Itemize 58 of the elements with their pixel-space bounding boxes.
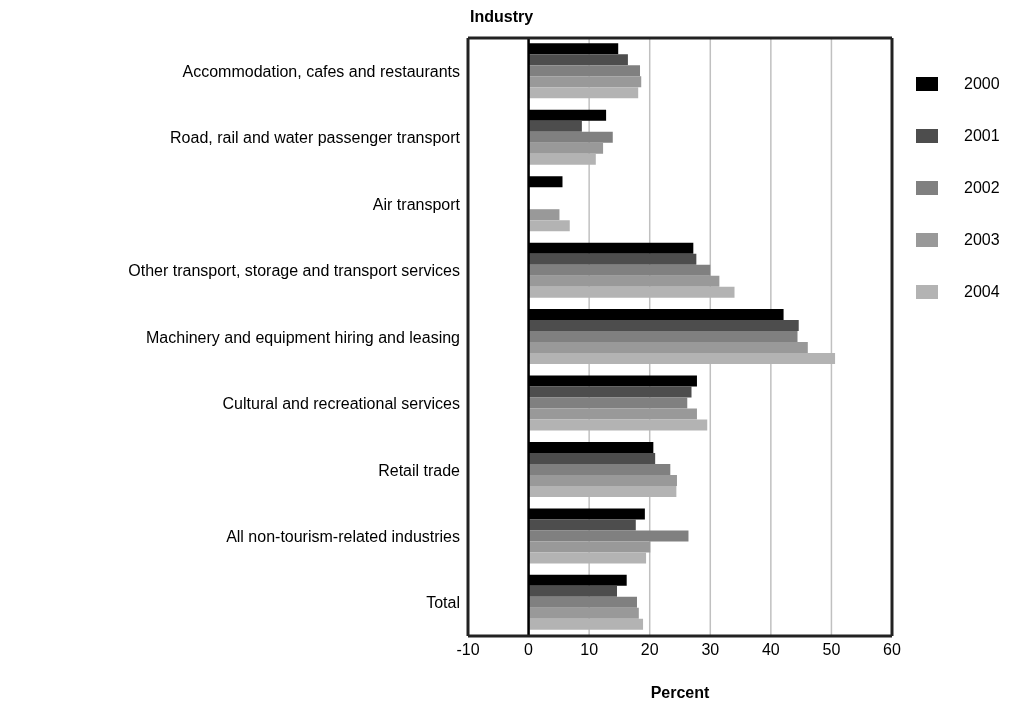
bar <box>528 386 692 398</box>
bar <box>528 65 641 77</box>
x-tick-label: 60 <box>883 641 901 659</box>
x-tick-label: 0 <box>524 641 534 659</box>
bar <box>528 397 688 409</box>
y-tick-label: Cultural and recreational services <box>222 395 460 413</box>
bar <box>528 474 677 486</box>
x-tick-label: -10 <box>456 641 480 659</box>
bar <box>528 408 697 420</box>
y-tick-label: Machinery and equipment hiring and leasing <box>146 328 460 346</box>
x-tick-label: 30 <box>701 641 720 659</box>
bar <box>528 54 628 66</box>
x-tick-label: 50 <box>822 641 841 659</box>
y-tick-label: Total <box>426 594 460 612</box>
bar <box>528 519 636 531</box>
bar <box>528 541 651 553</box>
legend-label: 2001 <box>964 127 1000 145</box>
y-tick-label: All non-tourism-related industries <box>226 528 460 546</box>
x-axis-title: Percent <box>650 684 711 701</box>
bar <box>528 353 836 365</box>
legend-label: 2003 <box>964 231 1000 249</box>
bar <box>528 153 596 165</box>
bar <box>528 342 808 354</box>
y-tick-label: Air transport <box>372 195 461 213</box>
bar <box>528 419 708 431</box>
bar <box>528 485 677 497</box>
bar <box>528 585 618 597</box>
bar <box>528 253 697 265</box>
legend-label: 2004 <box>964 283 1000 301</box>
x-tick-label: 10 <box>580 641 599 659</box>
bar <box>528 286 735 298</box>
legend-label: 2000 <box>964 75 1000 93</box>
bar <box>528 220 570 232</box>
bar <box>528 552 647 564</box>
y-tick-label: Road, rail and water passenger transport <box>170 129 461 147</box>
bar <box>528 530 689 542</box>
y-tick-label: Other transport, storage and transport services <box>128 262 460 280</box>
legend-label: 2002 <box>964 179 1000 197</box>
bar <box>528 120 582 132</box>
bar <box>528 607 639 619</box>
bar <box>528 618 644 630</box>
bar <box>528 596 637 608</box>
bar <box>528 87 639 99</box>
bar <box>528 331 798 343</box>
bar <box>528 452 656 464</box>
bar <box>528 320 799 332</box>
y-tick-label: Accommodation, cafes and restaurants <box>182 62 460 80</box>
bar <box>528 275 720 287</box>
x-tick-label: 20 <box>640 641 659 659</box>
y-tick-label: Retail trade <box>378 461 461 479</box>
bar <box>528 209 560 221</box>
bar <box>528 76 642 88</box>
bar <box>528 264 711 276</box>
chart-title: Industry <box>470 8 534 26</box>
x-tick-label: 40 <box>761 641 780 659</box>
bar <box>528 131 613 143</box>
bar <box>528 142 604 154</box>
bar <box>528 463 671 475</box>
